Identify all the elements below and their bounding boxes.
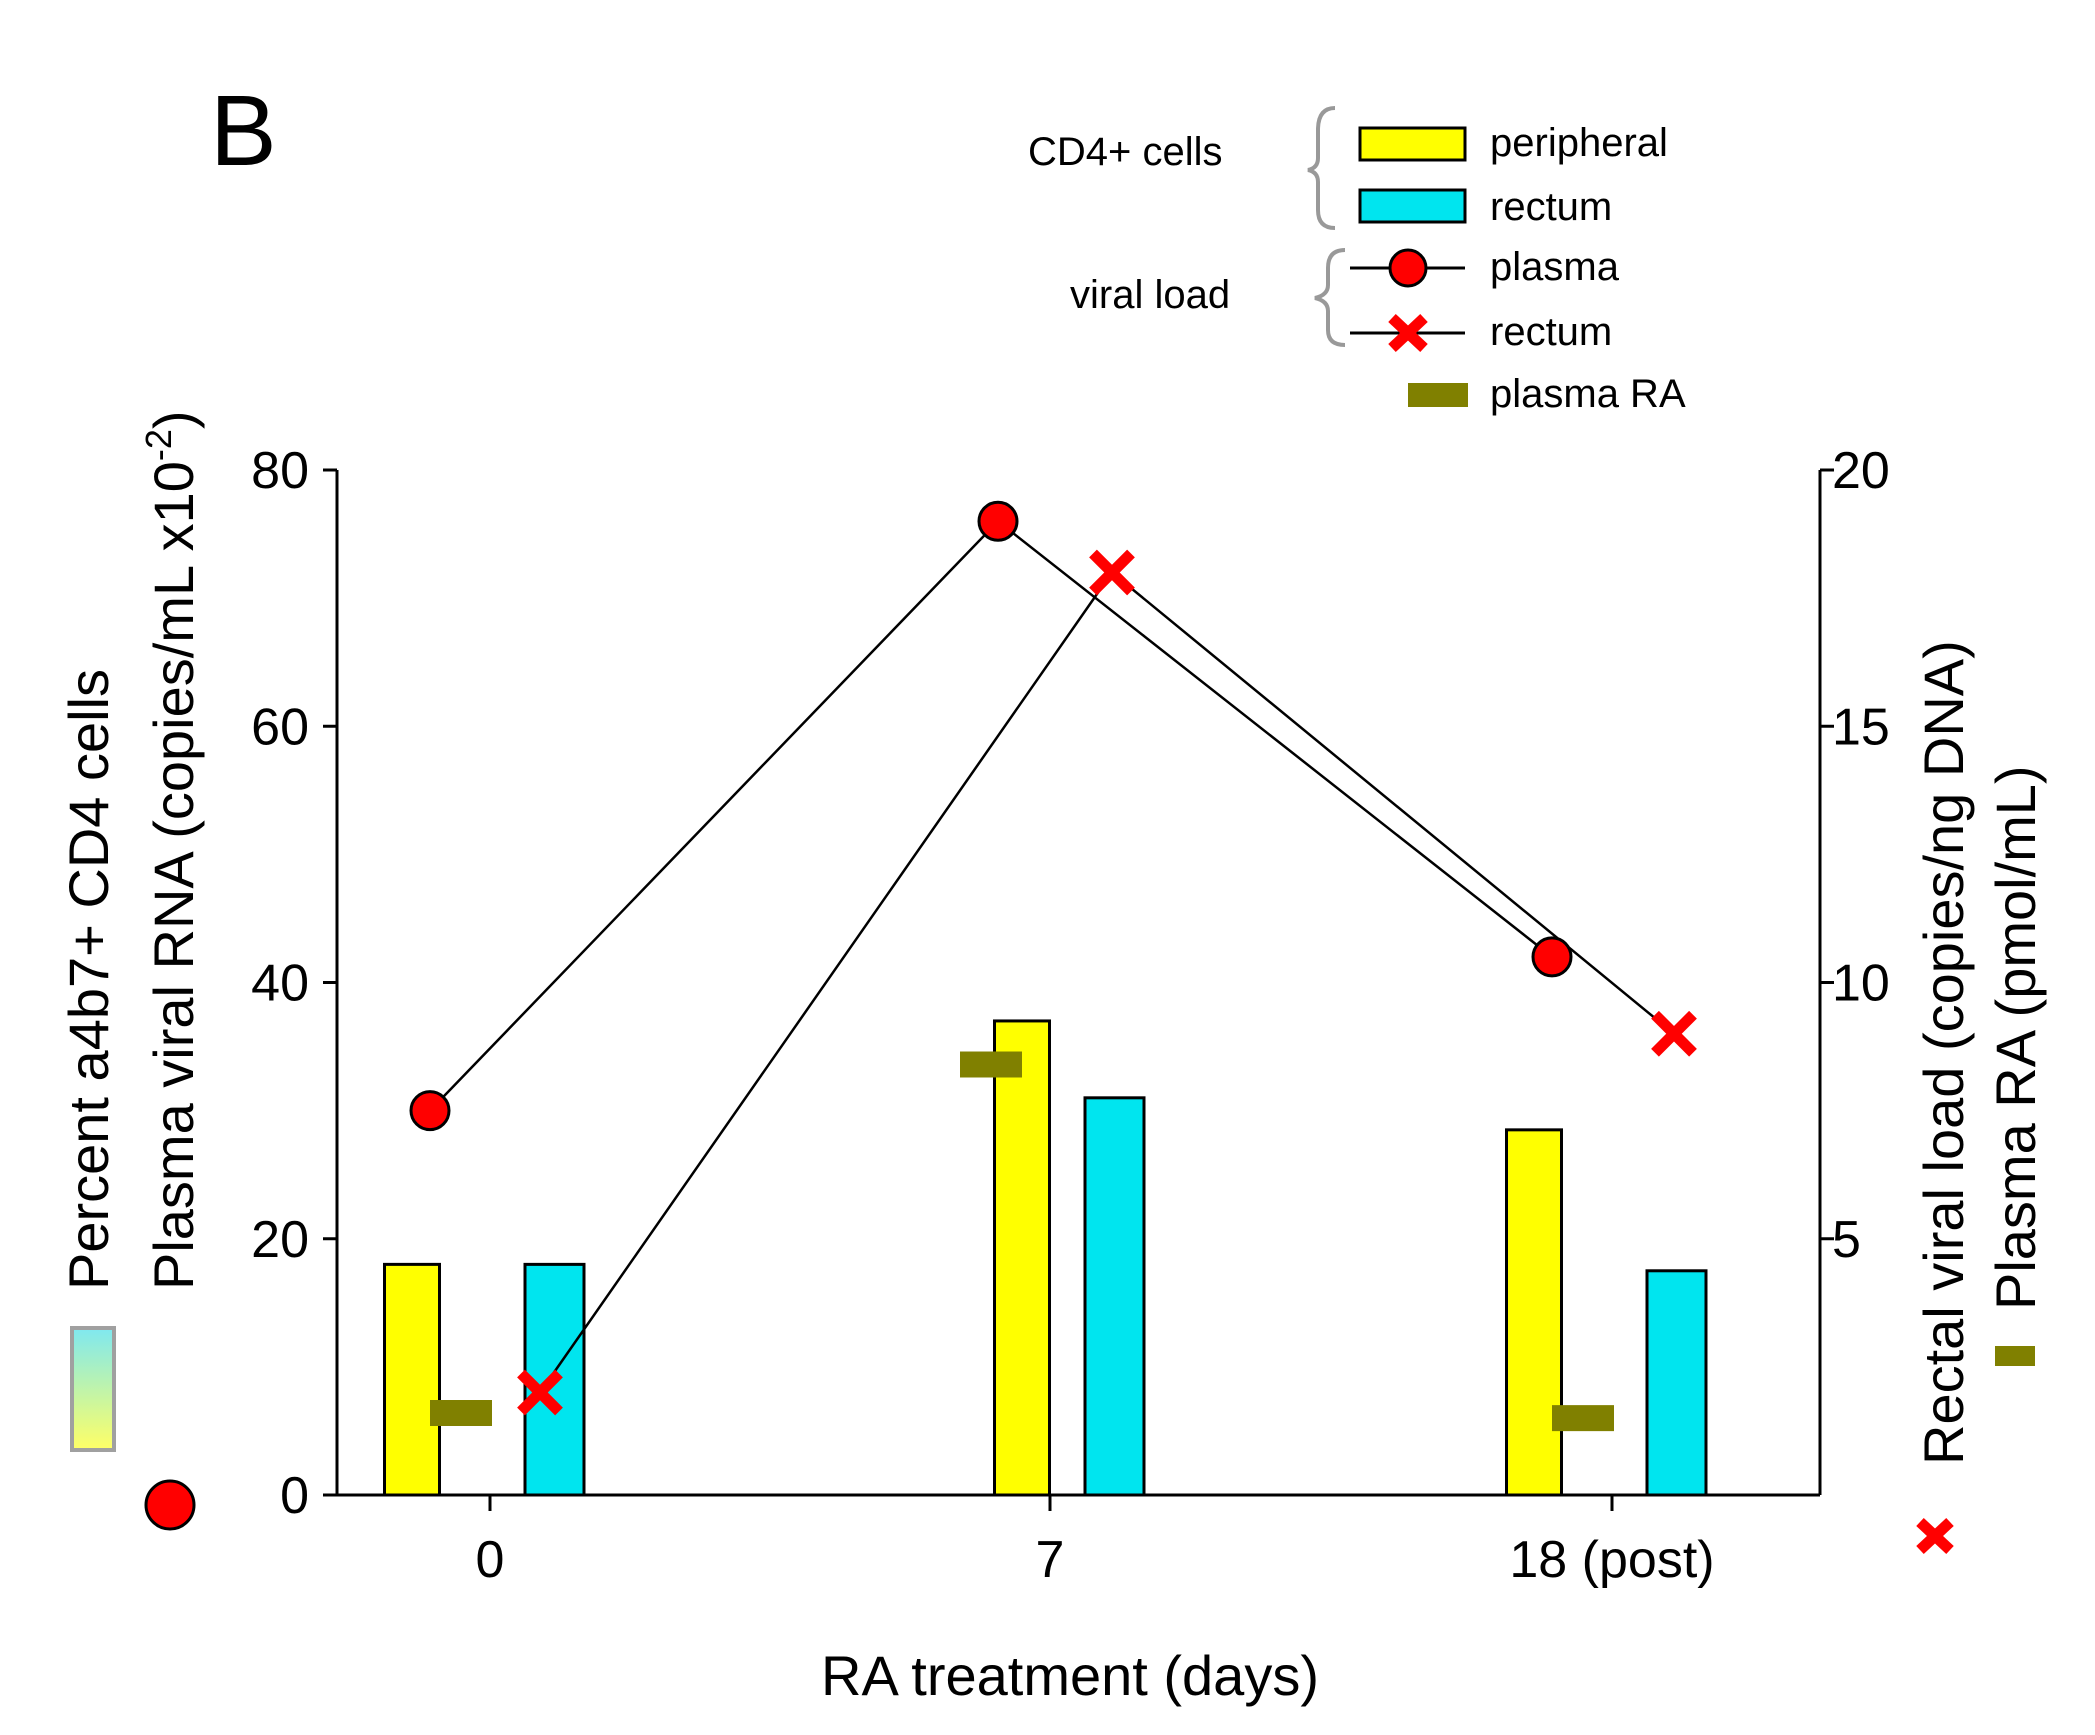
right-axis-title-2: Plasma RA (pmol/mL) <box>1984 765 2047 1310</box>
bar-peripheral <box>993 1019 1051 1497</box>
line-plasma-viral-load <box>429 519 1553 1112</box>
legend-swatch-plasma-ra <box>1408 383 1468 407</box>
bar-peripheral <box>383 1262 441 1497</box>
left-axis-tick-label: 80 <box>251 442 309 500</box>
right-axis-title-line2: Plasma RA (pmol/mL) <box>1984 765 2047 1310</box>
legend: CD4+ cells peripheral rectum viral load … <box>1028 106 1686 416</box>
left-axis-plasma-glyph <box>144 1479 196 1531</box>
point-rectum-viral-load-stroke <box>1651 1010 1697 1057</box>
lines-layer <box>429 519 1675 1394</box>
bar-rectum-cells <box>1083 1096 1146 1497</box>
point-plasma-viral-load <box>409 1090 451 1132</box>
left-axis-title-line2: Plasma viral RNA (copies/mL x10-2) <box>138 410 205 1290</box>
point-plasma-viral-load <box>1531 936 1573 978</box>
left-axis-title-line2-main: Plasma viral RNA (copies/mL x10 <box>142 461 205 1290</box>
legend-swatch-rectum-cells <box>1358 188 1467 224</box>
axes: 0 20 40 60 80 5 10 15 20 0 7 18 (post) <box>251 442 1890 1589</box>
right-axis-title-line1: Rectal viral load (copies/ng DNA) <box>1912 640 1975 1465</box>
markers-layer <box>409 500 1697 1416</box>
left-axis-title-line2-end: ) <box>142 410 205 429</box>
point-rectum-viral-load <box>1651 1010 1697 1057</box>
left-axis-title: Percent a4b7+ CD4 cells Plasma viral RNA… <box>57 410 205 1290</box>
legend-cd4-brace <box>1307 106 1336 230</box>
left-axis-tick-label: 40 <box>251 955 309 1013</box>
right-axis-tick-label: 10 <box>1832 955 1890 1013</box>
point-plasma-viral-load <box>977 500 1019 542</box>
left-axis-tick-label: 60 <box>251 698 309 756</box>
legend-cd4-group-label: CD4+ cells <box>1028 130 1223 174</box>
left-axis-tick-label: 20 <box>251 1211 309 1269</box>
plasma-ra-marker <box>430 1400 492 1426</box>
x-axis-tick-label: 18 (post) <box>1509 1531 1714 1589</box>
right-axis-ra-glyph <box>1995 1346 2035 1366</box>
legend-viral-group-label: viral load <box>1070 273 1230 317</box>
legend-swatch-peripheral <box>1358 126 1467 162</box>
right-axis-tick-label: 20 <box>1832 442 1890 500</box>
legend-label-plasma-ra: plasma RA <box>1490 372 1686 416</box>
x-axis-title: RA treatment (days) <box>821 1644 1319 1707</box>
panel-label: B <box>210 75 277 187</box>
plasma-ra-layer <box>430 1051 1614 1432</box>
legend-viral-brace <box>1314 248 1346 347</box>
legend-label-rectum-vl: rectum <box>1490 310 1612 354</box>
point-rectum-viral-load-stroke <box>517 1369 563 1416</box>
legend-label-plasma-vl: plasma <box>1490 245 1620 289</box>
right-axis-tick-label: 15 <box>1832 698 1890 756</box>
x-axis-tick-label: 0 <box>476 1531 505 1589</box>
legend-marker-rectum-vl <box>1388 313 1428 353</box>
point-rectum-viral-load-stroke <box>1089 549 1135 596</box>
left-axis-bar-glyph <box>70 1326 116 1452</box>
legend-marker-plasma-vl <box>1388 248 1428 288</box>
right-axis-rectum-glyph <box>1916 1517 1954 1555</box>
bar-peripheral <box>1505 1128 1563 1497</box>
plasma-ra-marker <box>1552 1405 1614 1432</box>
legend-label-rectum-cells: rectum <box>1490 185 1612 229</box>
left-axis-title-line1: Percent a4b7+ CD4 cells <box>57 669 120 1290</box>
bars-layer <box>383 1019 1708 1497</box>
left-axis-tick-label: 0 <box>280 1467 309 1525</box>
plasma-ra-marker <box>960 1051 1022 1078</box>
right-axis-tick-label: 5 <box>1832 1211 1861 1269</box>
point-rectum-viral-load <box>1089 549 1135 596</box>
left-axis-title-line2-sup: -2 <box>138 429 179 461</box>
point-rectum-viral-load <box>517 1369 563 1416</box>
legend-label-peripheral: peripheral <box>1490 121 1668 165</box>
right-axis-title: Rectal viral load (copies/ng DNA) <box>1912 640 1975 1465</box>
bar-rectum-cells <box>1645 1269 1708 1497</box>
x-axis-tick-label: 7 <box>1036 1531 1065 1589</box>
